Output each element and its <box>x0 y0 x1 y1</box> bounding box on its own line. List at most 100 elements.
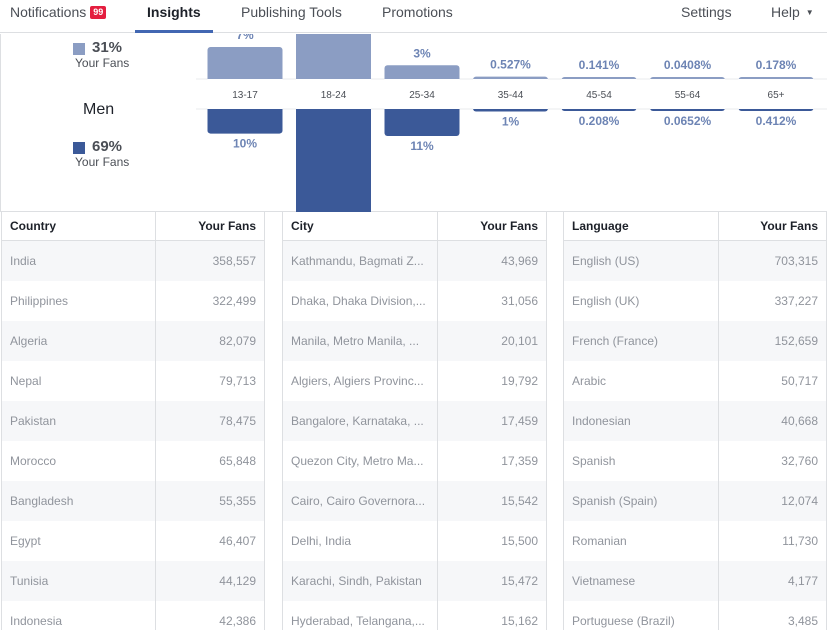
age-tick-label: 55-64 <box>675 90 701 101</box>
column-header-your-fans[interactable]: Your Fans <box>760 219 818 233</box>
row-name: Philippines <box>10 294 69 308</box>
women-value-label: 0.178% <box>756 58 797 72</box>
row-name: Karachi, Sindh, Pakistan <box>291 574 422 588</box>
table-row: Egypt 46,407 <box>2 521 264 561</box>
row-fans-count: 12,074 <box>781 494 818 508</box>
row-fans-count: 65,848 <box>219 454 256 468</box>
bar-women-13-17[interactable] <box>207 47 283 85</box>
row-fans-count: 50,717 <box>781 374 818 388</box>
row-fans-count: 79,713 <box>219 374 256 388</box>
row-fans-count: 82,079 <box>219 334 256 348</box>
table-row: Dhaka, Dhaka Division,... 31,056 <box>283 281 546 321</box>
table-row: Spanish 32,760 <box>564 441 826 481</box>
row-name: Cairo, Cairo Governora... <box>291 494 426 508</box>
table-row: Vietnamese 4,177 <box>564 561 826 601</box>
column-header-your-fans[interactable]: Your Fans <box>198 219 256 233</box>
men-value-label: 0.412% <box>756 114 797 128</box>
tab-publishing-tools[interactable]: Publishing Tools <box>241 4 342 20</box>
table-row: Arabic 50,717 <box>564 361 826 401</box>
row-fans-count: 44,129 <box>219 574 256 588</box>
row-fans-count: 15,472 <box>501 574 538 588</box>
age-tick-label: 25-34 <box>409 90 435 101</box>
table-row: Algiers, Algiers Provinc... 19,792 <box>283 361 546 401</box>
men-value-label: 1% <box>502 114 520 128</box>
women-value-label: 0.141% <box>579 58 620 72</box>
table-row: Romanian 11,730 <box>564 521 826 561</box>
row-name: India <box>10 254 37 268</box>
row-name: Arabic <box>572 374 607 388</box>
table-row: Pakistan 78,475 <box>2 401 264 441</box>
row-fans-count: 55,355 <box>219 494 256 508</box>
men-percent: 69% <box>92 138 123 155</box>
table-header: Language Your Fans <box>564 212 826 241</box>
row-fans-count: 4,177 <box>787 574 818 588</box>
column-header-name[interactable]: Language <box>572 219 629 233</box>
row-fans-count: 40,668 <box>781 414 818 428</box>
column-header-your-fans[interactable]: Your Fans <box>480 219 538 233</box>
bar-men-18-24[interactable] <box>296 103 371 212</box>
column-header-name[interactable]: Country <box>10 219 56 233</box>
bar-men-25-34[interactable] <box>384 103 460 137</box>
row-fans-count: 337,227 <box>774 294 818 308</box>
row-name: Egypt <box>10 534 41 548</box>
bar-men-13-17[interactable] <box>207 103 283 134</box>
column-divider <box>437 212 438 630</box>
row-fans-count: 32,760 <box>781 454 818 468</box>
row-name: Quezon City, Metro Ma... <box>291 454 424 468</box>
table-row: Indonesia 42,386 <box>2 601 264 630</box>
chevron-down-icon: ▼ <box>805 8 814 17</box>
row-name: Spanish (Spain) <box>572 494 658 508</box>
row-name: Bangladesh <box>10 494 74 508</box>
age-gender-chart-panel: 31% Your Fans Men 69% Your Fans 13-17 7% 1… <box>0 34 827 212</box>
women-value-label: 7% <box>236 34 254 42</box>
table-row: Nepal 79,713 <box>2 361 264 401</box>
row-fans-count: 46,407 <box>219 534 256 548</box>
men-swatch <box>73 142 85 154</box>
age-label-bg <box>650 79 725 109</box>
city-table: City Your Fans Kathmandu, Bagmati Z... 43,9… <box>282 212 547 630</box>
table-row: Morocco 65,848 <box>2 441 264 481</box>
demographic-tables: Country Your Fans India 358,557 Philippines 3… <box>0 212 827 630</box>
women-value-label: 0.527% <box>490 58 531 72</box>
men-value-label: 0.208% <box>579 114 620 128</box>
row-name: Hyderabad, Telangana,... <box>291 614 425 628</box>
table-header: City Your Fans <box>283 212 546 241</box>
tab-notifications[interactable]: Notifications 99 <box>10 0 107 33</box>
age-label-bg <box>384 79 460 109</box>
age-label-bg <box>738 79 814 109</box>
bar-women-18-24[interactable] <box>296 34 371 85</box>
table-row: Hyderabad, Telangana,... 15,162 <box>283 601 546 630</box>
men-value-label: 11% <box>410 139 434 153</box>
column-header-name[interactable]: City <box>291 219 314 233</box>
row-name: Nepal <box>10 374 42 388</box>
row-name: Manila, Metro Manila, ... <box>291 334 420 348</box>
help-menu[interactable]: Help ▼ <box>771 0 814 33</box>
active-tab-indicator <box>135 30 213 33</box>
row-fans-count: 42,386 <box>219 614 256 628</box>
tab-promotions[interactable]: Promotions <box>382 4 453 20</box>
row-name: Algeria <box>10 334 48 348</box>
table-row: Philippines 322,499 <box>2 281 264 321</box>
tab-settings[interactable]: Settings <box>681 4 732 20</box>
table-row: Bangladesh 55,355 <box>2 481 264 521</box>
table-row: English (US) 703,315 <box>564 241 826 281</box>
row-fans-count: 31,056 <box>501 294 538 308</box>
row-name: Delhi, India <box>291 534 352 548</box>
column-divider <box>155 212 156 630</box>
row-name: Tunisia <box>10 574 49 588</box>
women-swatch <box>73 43 85 55</box>
age-tick-label: 65+ <box>768 90 785 101</box>
row-fans-count: 78,475 <box>219 414 256 428</box>
row-fans-count: 322,499 <box>212 294 256 308</box>
table-row: Karachi, Sindh, Pakistan 15,472 <box>283 561 546 601</box>
notifications-count-badge: 99 <box>90 6 107 19</box>
row-fans-count: 43,969 <box>501 254 538 268</box>
row-fans-count: 17,359 <box>501 454 538 468</box>
column-divider <box>718 212 719 630</box>
table-row: India 358,557 <box>2 241 264 281</box>
row-fans-count: 20,101 <box>501 334 538 348</box>
row-name: Indonesian <box>572 414 631 428</box>
tab-insights[interactable]: Insights <box>147 4 201 20</box>
age-bar-chart: 13-177%10%18-2419%46%25-343%11%35-440.52… <box>196 34 827 212</box>
row-fans-count: 11,730 <box>782 534 818 548</box>
